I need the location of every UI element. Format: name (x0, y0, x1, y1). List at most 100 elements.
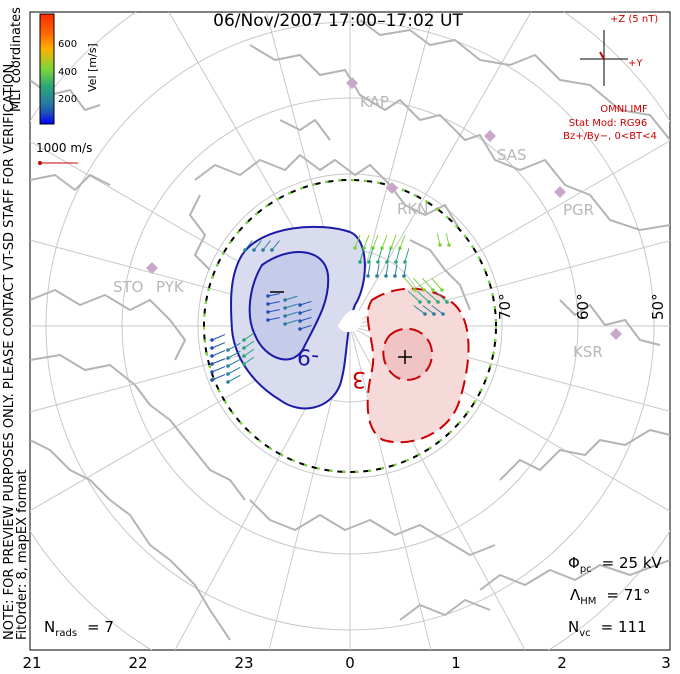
velocity-vector-line (227, 342, 241, 351)
velocity-vector-origin (375, 274, 379, 278)
imf-stat-mod: Stat Mod: RG96 (569, 118, 648, 129)
station-markers (146, 77, 622, 340)
velocity-vector-line (211, 366, 226, 373)
preview-note: NOTE: FOR PREVIEW PURPOSES ONLY. PLEASE … (2, 60, 17, 640)
mlt-axis-labels: 21 22 23 0 1 2 3 (22, 654, 670, 672)
hm-boundary-latitude: ΛHM = 71° (570, 586, 650, 607)
velocity-vector-line (425, 290, 439, 303)
velocity-vector-line (431, 305, 444, 315)
cross-polar-potential: Φpc = 25 kV (568, 554, 663, 575)
velocity-vector-line (227, 350, 241, 359)
velocity-vector-origin (358, 260, 362, 264)
velocity-vector-origin (210, 354, 214, 358)
velocity-vector-line (390, 234, 397, 249)
velocity-vector-line (243, 332, 255, 341)
velocity-vector-origin (431, 288, 435, 292)
velocity-vector-line (404, 248, 410, 263)
velocity-vector-line (243, 340, 255, 349)
velocity-vector-origin (242, 362, 246, 366)
velocity-vector-line (284, 295, 298, 301)
imf-z-label: +Z (5 nT) (610, 14, 658, 25)
lat-label-70: 70° (496, 293, 514, 320)
imf-clock (580, 30, 628, 86)
velocity-vector-line (299, 308, 312, 314)
velocity-vector-line (434, 290, 448, 303)
velocity-vector-line (211, 374, 226, 381)
velocity-vector-origin (298, 319, 302, 323)
velocity-vector-origin (422, 288, 426, 292)
reference-vector-origin (38, 161, 42, 165)
station-label-rkn: RKN (397, 200, 428, 218)
velocity-vector-line (284, 319, 298, 325)
velocity-vector-origin (252, 248, 256, 252)
velocity-vector-line (211, 358, 226, 365)
velocity-vector-origin (413, 288, 417, 292)
velocity-vector-line (386, 248, 392, 263)
velocity-vector-line (227, 366, 241, 375)
velocity-vector-origin (440, 288, 444, 292)
velocity-vector-origin (210, 338, 214, 342)
velocity-vector-origin (261, 248, 265, 252)
velocity-vector-origin (210, 378, 214, 382)
velocity-vector-line (211, 334, 226, 341)
velocity-vector-origin (242, 354, 246, 358)
colorbar-tick-200: 200 (58, 94, 77, 105)
mlt-label-21: 21 (22, 654, 41, 672)
velocity-vector-line (267, 309, 280, 313)
velocity-vector-origin (243, 248, 247, 252)
vector-count: Nvc = 111 (568, 618, 647, 639)
velocity-vector-origin (353, 246, 357, 250)
velocity-vector-origin (226, 380, 230, 384)
velocity-vector-origin (389, 246, 393, 250)
station-label-kap: KAP (360, 93, 389, 111)
velocity-vector-origin (438, 243, 442, 247)
velocity-vector-line (227, 358, 241, 367)
positive-contour-label: 3 (352, 366, 366, 391)
lat-label-50: 50° (649, 293, 667, 320)
velocity-vector-line (412, 277, 425, 291)
velocity-vector-origin (432, 312, 436, 316)
velocity-vector-line (416, 290, 430, 303)
velocity-vector-line (403, 277, 416, 291)
negative-inner-contour (248, 251, 330, 361)
velocity-vector-line (267, 317, 280, 321)
velocity-vector-line (363, 234, 370, 249)
velocity-vector-origin (441, 312, 445, 316)
velocity-vector-origin (380, 246, 384, 250)
mlt-label-0: 0 (345, 654, 355, 672)
velocity-vector-origin (423, 312, 427, 316)
velocity-vector-line (227, 374, 241, 383)
colorbar-label: Vel [m/s] (86, 43, 99, 92)
velocity-vector-origin (398, 246, 402, 250)
velocity-vector-line (262, 240, 271, 251)
velocity-vector-origin (367, 260, 371, 264)
velocity-vector-origin (226, 348, 230, 352)
mlt-label-1: 1 (451, 654, 461, 672)
velocity-vector-line (368, 248, 374, 263)
velocity-vector-line (271, 240, 280, 251)
velocity-vector-line (284, 311, 298, 317)
velocity-vector-line (445, 233, 450, 246)
velocity-vector-origin (226, 356, 230, 360)
station-label-sto: STO (113, 278, 144, 296)
imf-condition: Bz+/By−, 0<BT<4 (563, 131, 657, 142)
velocity-vector-line (243, 348, 255, 357)
velocity-vector-origin (210, 370, 214, 374)
imf-labels: +Z (5 nT) +Y OMNI IMF Stat Mod: RG96 Bz+… (563, 14, 658, 142)
velocity-vector-origin (402, 274, 406, 278)
velocity-vector-origin (283, 306, 287, 310)
velocity-vector-origin (266, 294, 270, 298)
imf-y-label: +Y (628, 58, 643, 69)
velocity-vector-line (436, 233, 441, 246)
velocity-vector-line (394, 264, 398, 277)
map-title: 06/Nov/2007 17:00–17:02 UT (213, 11, 463, 31)
velocity-vector-origin (270, 248, 274, 252)
velocity-vector-line (421, 277, 434, 291)
velocity-vector-origin (226, 364, 230, 368)
radar-count: Nrads = 7 (44, 618, 114, 639)
velocity-vector-origin (447, 243, 451, 247)
velocity-vector-origin (298, 303, 302, 307)
velocity-vector-origin (366, 274, 370, 278)
velocity-vector-origin (283, 314, 287, 318)
velocity-vector-origin (242, 338, 246, 342)
